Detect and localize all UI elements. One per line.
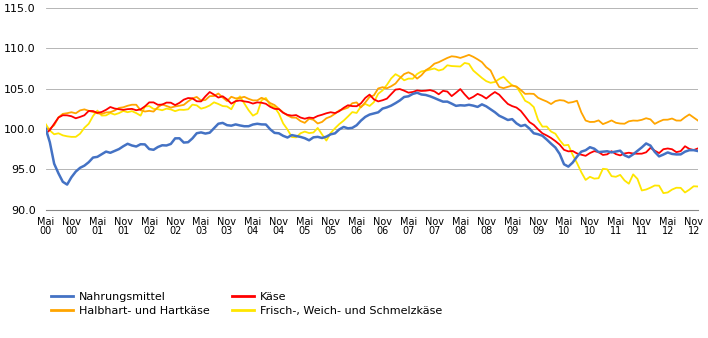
Legend: Nahrungsmittel, Halbhart- und Hartkäse, Käse, Frisch-, Weich- und Schmelzkäse: Nahrungsmittel, Halbhart- und Hartkäse, … — [51, 292, 442, 316]
